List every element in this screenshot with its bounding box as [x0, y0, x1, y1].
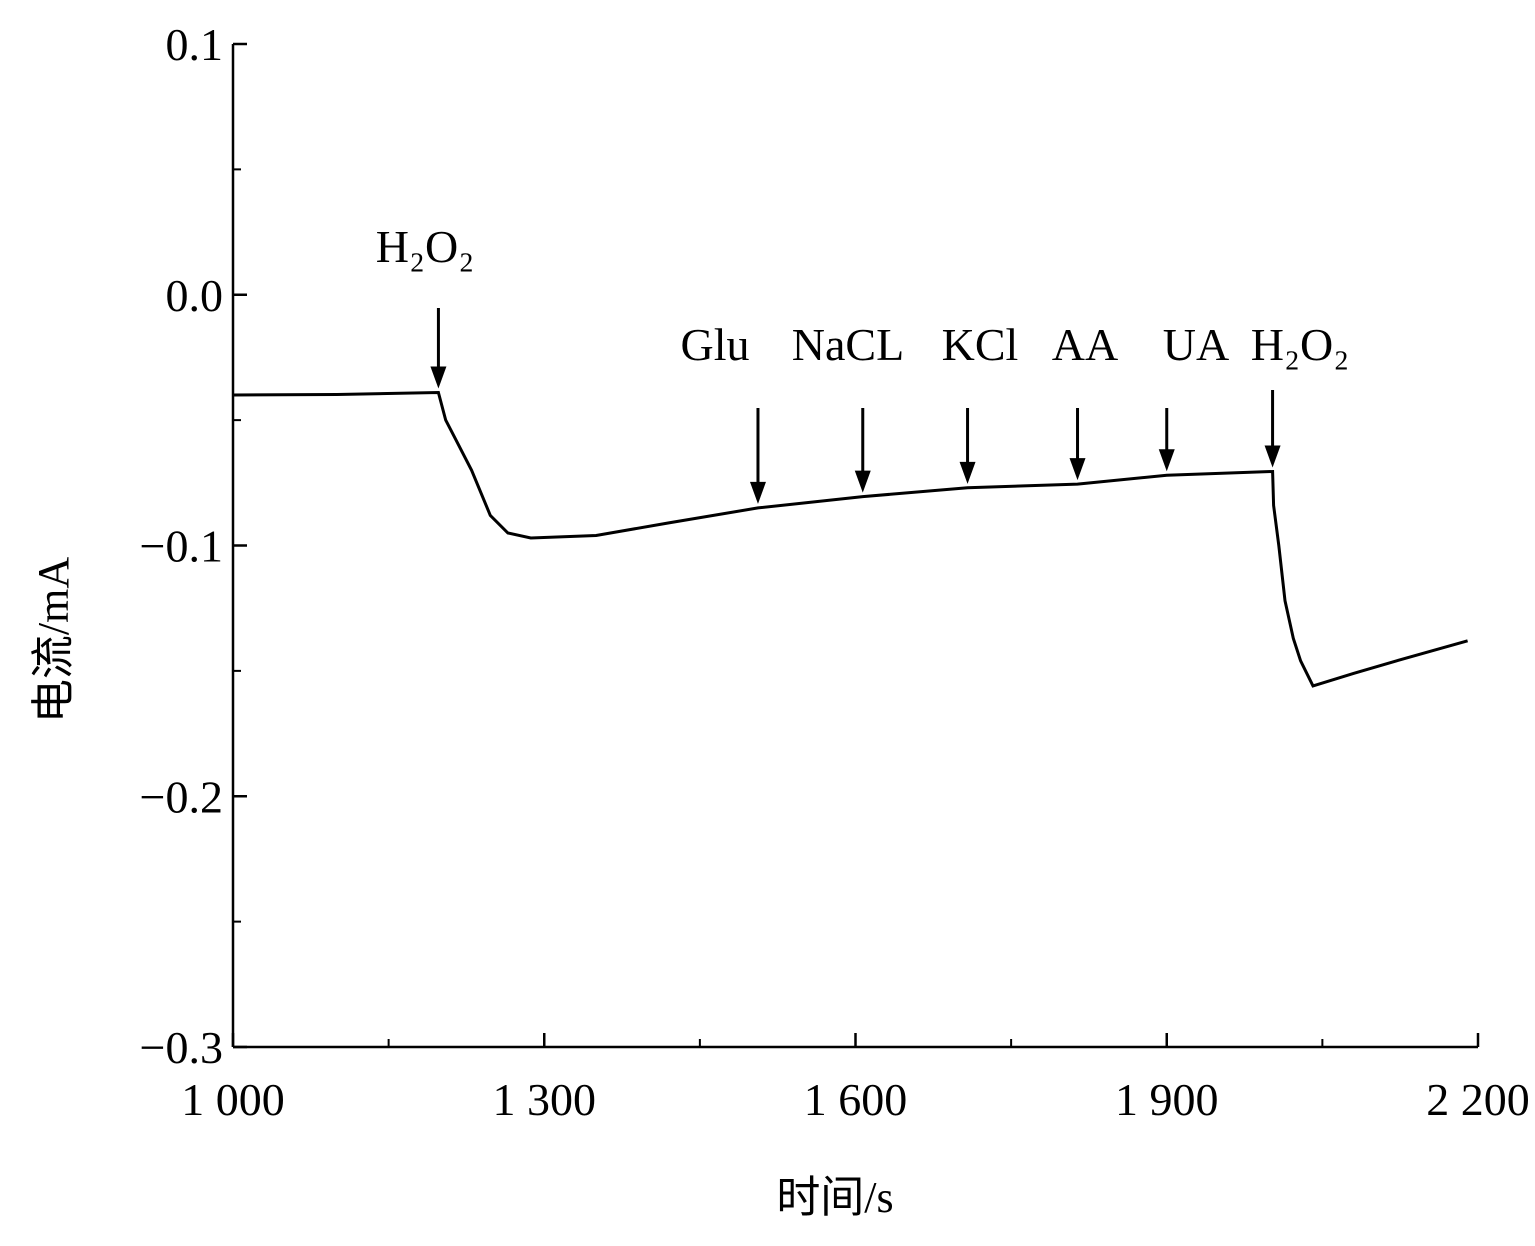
- arrow-head-icon: [1158, 449, 1175, 472]
- arrow-head-icon: [1069, 458, 1086, 481]
- annotation-label: H₂O₂: [376, 221, 475, 272]
- annotation-label: NaCL: [792, 319, 904, 370]
- x-tick-label: 1 000: [181, 1074, 285, 1125]
- x-tick-label: 2 200: [1426, 1074, 1530, 1125]
- annotation-label: Glu: [681, 319, 750, 370]
- y-tick-label: 0.0: [166, 270, 224, 321]
- annotation-label: H₂O₂: [1251, 319, 1350, 370]
- x-axis-title: 时间/s: [776, 1173, 893, 1222]
- y-tick-label: −0.1: [140, 521, 223, 572]
- arrow-head-icon: [430, 366, 447, 389]
- arrow-head-icon: [749, 481, 766, 504]
- y-tick-label: 0.1: [166, 19, 224, 70]
- x-tick-label: 1 300: [493, 1074, 597, 1125]
- annotation-label: AA: [1052, 319, 1118, 370]
- y-tick-label: −0.2: [140, 771, 223, 822]
- ticks: 0.1 0.0 −0.1 −0.2 −0.31 000 1 300 1 600 1 900 2 …: [140, 19, 1530, 1125]
- y-tick-label: −0.3: [140, 1022, 223, 1073]
- annotation-label: KCl: [942, 319, 1019, 370]
- series-line-current: [232, 390, 1469, 688]
- x-tick-label: 1 600: [804, 1074, 908, 1125]
- axes: [231, 44, 1478, 1049]
- arrow-head-icon: [854, 470, 871, 493]
- arrow-head-icon: [1264, 445, 1281, 468]
- x-tick-label: 1 900: [1115, 1074, 1219, 1125]
- arrow-head-icon: [959, 461, 976, 484]
- annotations: H₂O₂ Glu NaCL KCl AA UA H₂O₂: [376, 221, 1350, 504]
- annotation-label: UA: [1163, 319, 1229, 370]
- y-axis-title: 电流/mA: [29, 557, 78, 723]
